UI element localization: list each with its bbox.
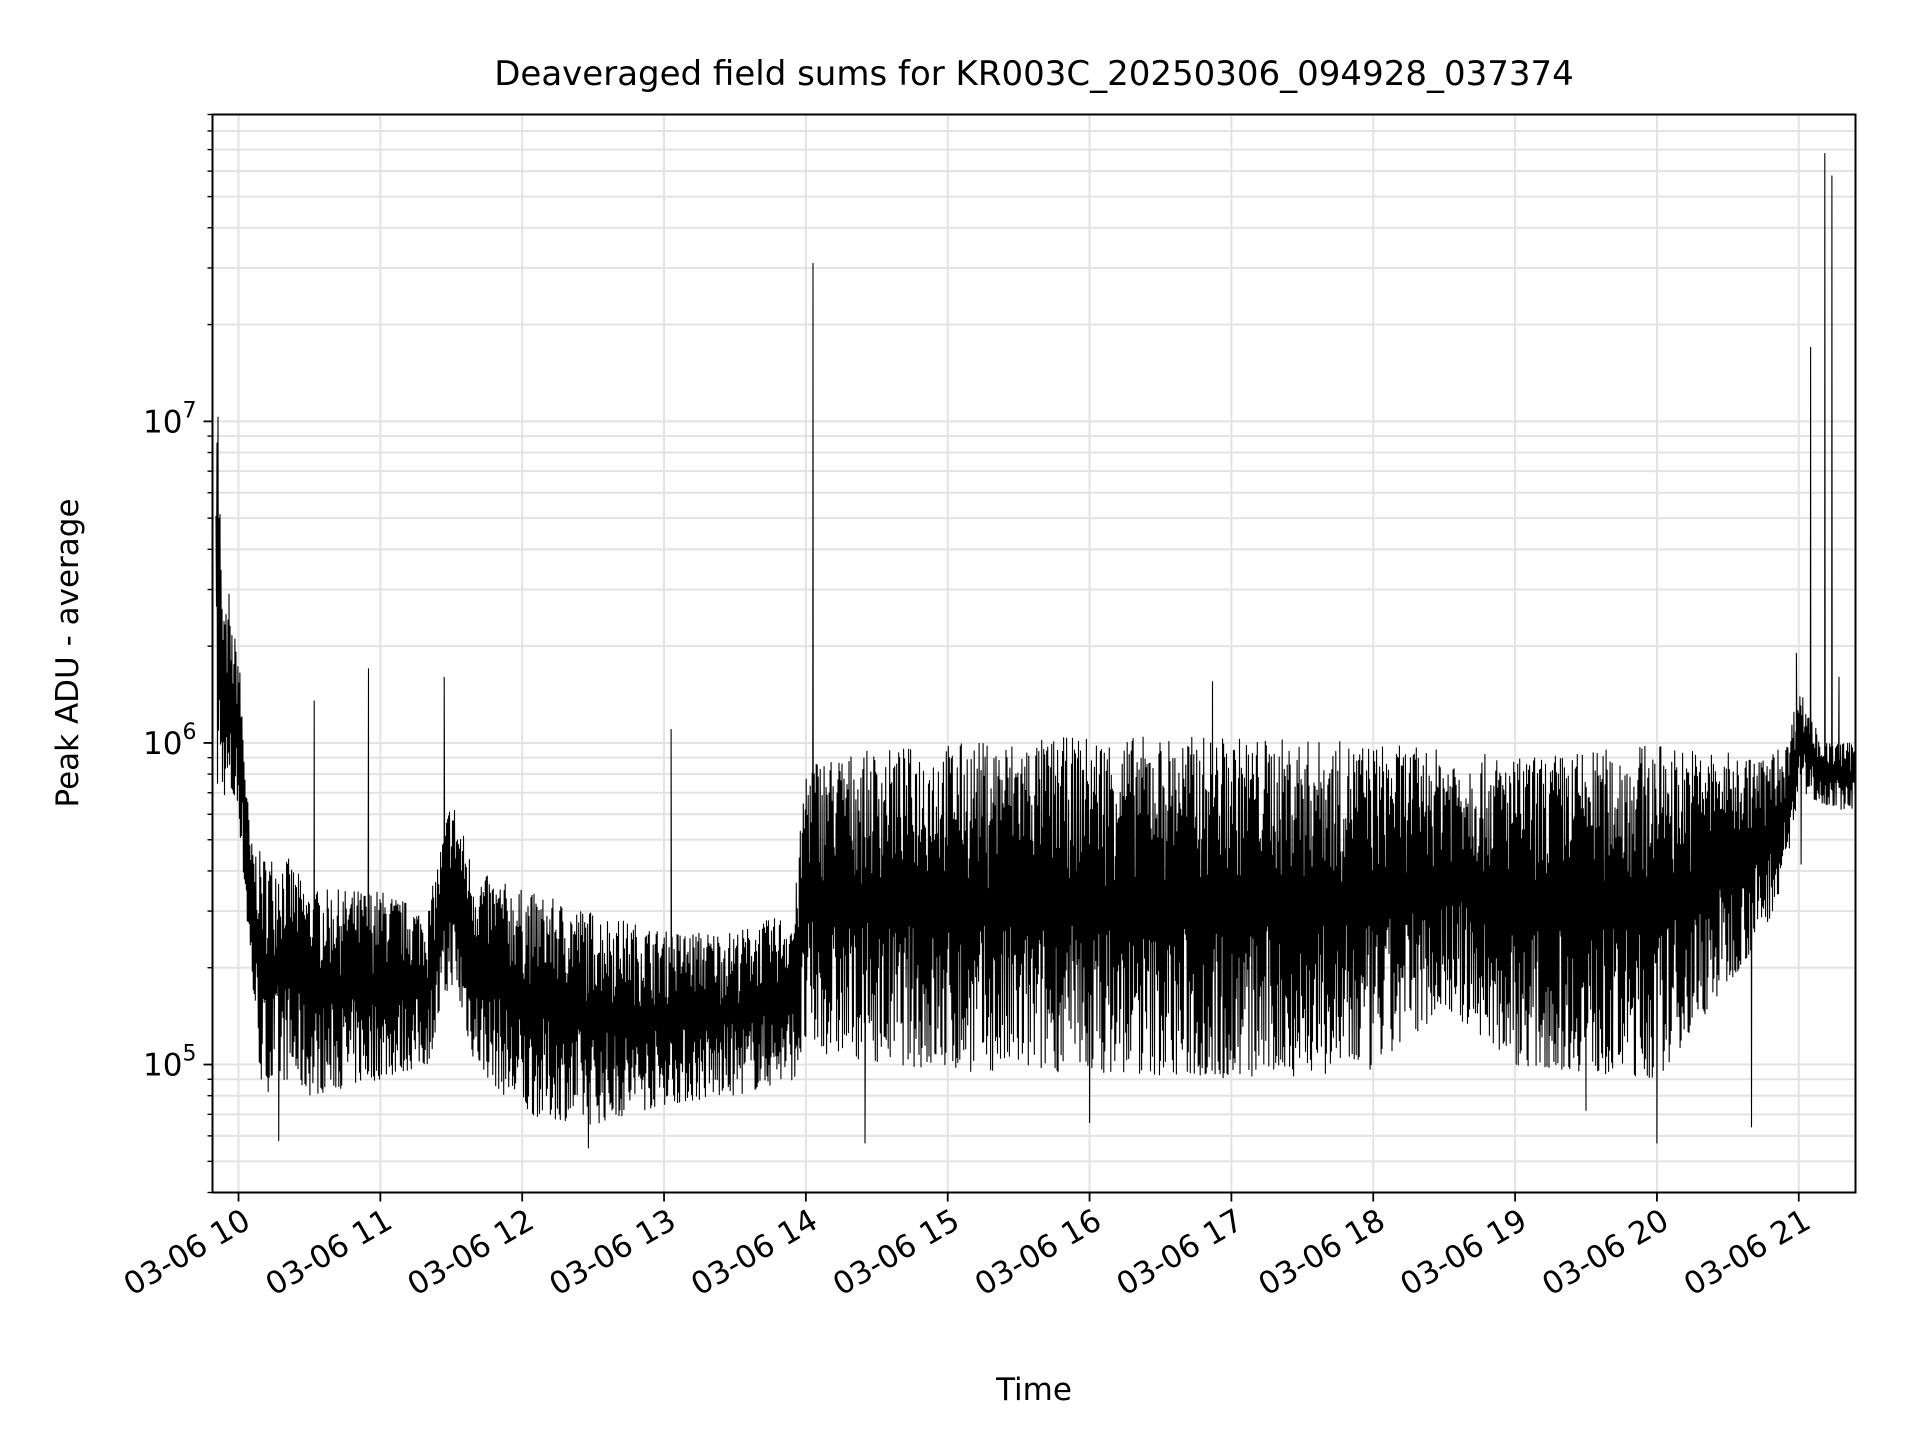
chart-title: Deaveraged field sums for KR003C_2025030… xyxy=(494,54,1574,94)
y-axis: 105 106 107 xyxy=(143,113,213,1194)
y-tick-label: 105 xyxy=(143,1042,196,1084)
y-axis-label: Peak ADU - average xyxy=(50,498,86,807)
axes-frame xyxy=(211,113,1857,1194)
y-tick-label: 106 xyxy=(143,720,196,762)
plot-area xyxy=(215,153,1857,1149)
series-line xyxy=(215,153,1857,1149)
y-tick-label: 107 xyxy=(143,398,196,440)
x-axis-label: Time xyxy=(995,1372,1072,1408)
